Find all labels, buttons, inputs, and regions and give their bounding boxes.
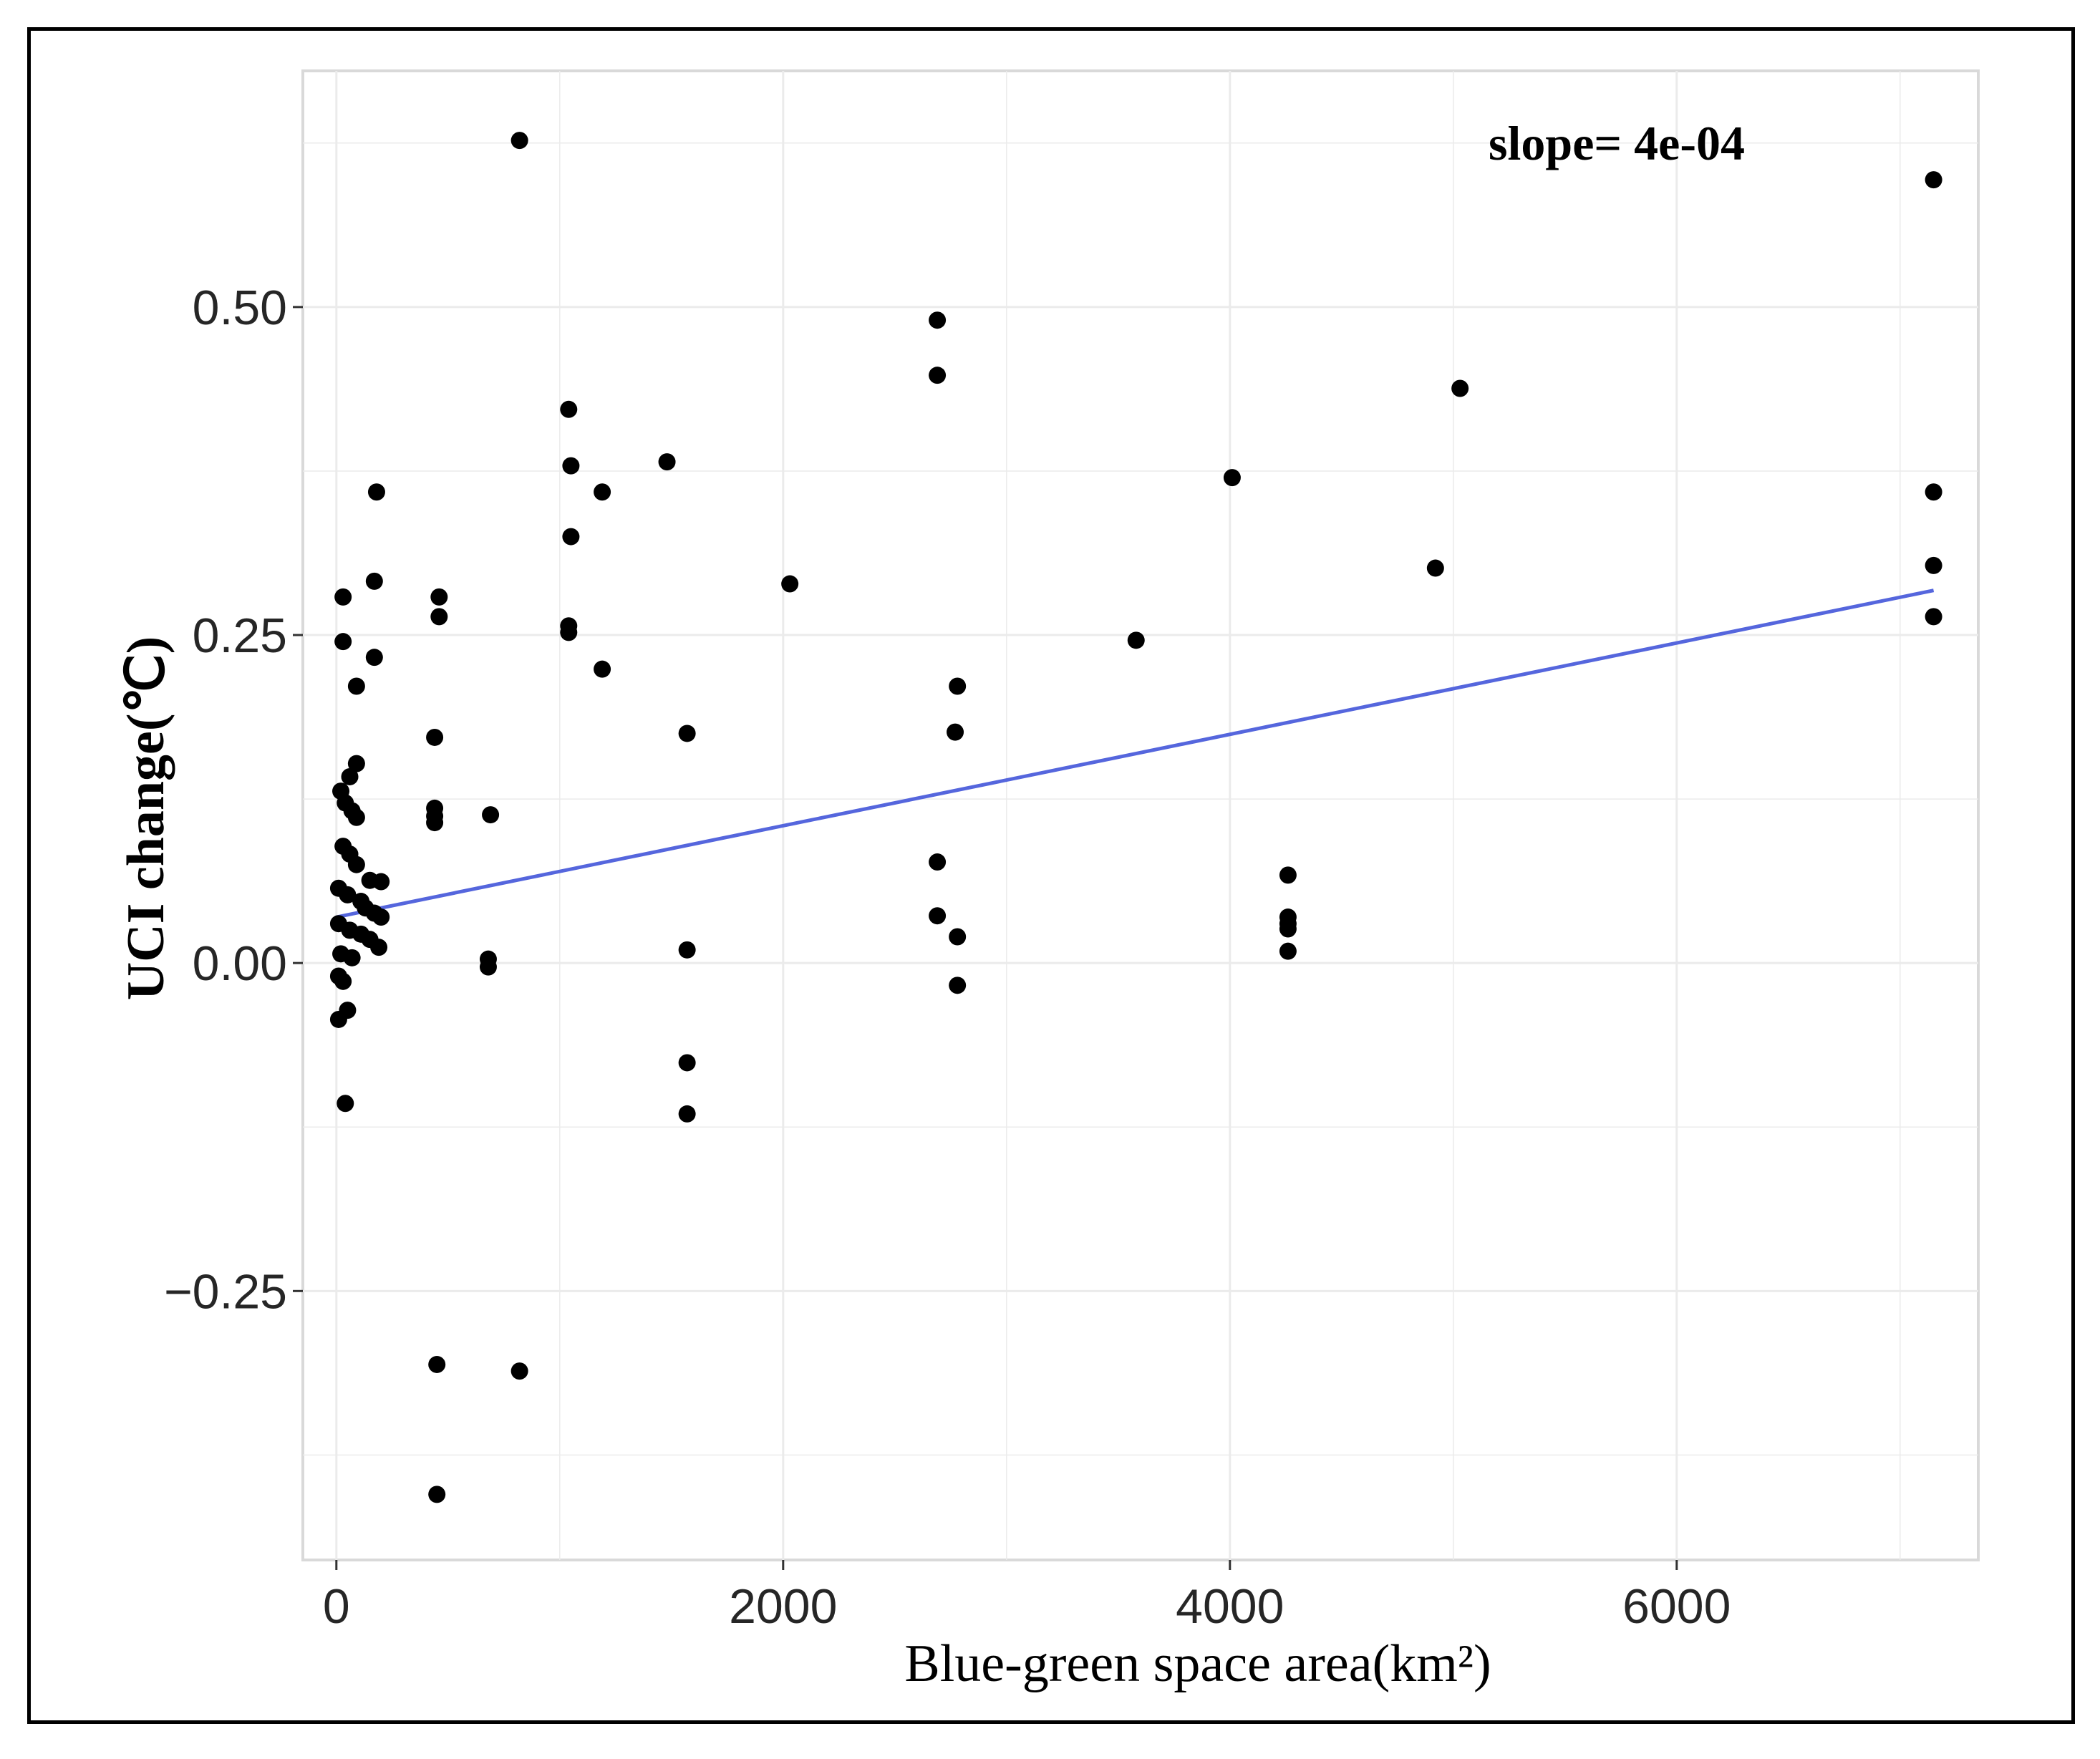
data-point xyxy=(1279,866,1297,884)
data-point xyxy=(339,886,357,903)
data-point xyxy=(678,725,696,742)
y-tick-label: 0.25 xyxy=(193,609,287,663)
data-point xyxy=(947,723,964,741)
data-point xyxy=(929,853,947,871)
data-points xyxy=(329,132,1942,1503)
axis-ticks: 0 2000 4000 6000 −0.25 0.00 0.25 0.50 xyxy=(164,281,1731,1634)
y-tick-label: 0.50 xyxy=(193,281,287,335)
data-point xyxy=(365,572,383,590)
data-point xyxy=(929,367,947,384)
data-point xyxy=(347,856,365,873)
data-point xyxy=(334,972,352,990)
data-point xyxy=(334,633,352,651)
data-point xyxy=(341,767,359,785)
slope-annotation: slope= 4e-04 xyxy=(1489,116,1745,170)
data-point xyxy=(560,624,578,641)
x-tick-label: 2000 xyxy=(729,1579,837,1634)
y-axis-title: UCI change(℃) xyxy=(117,636,175,1001)
data-point xyxy=(949,977,967,994)
data-point xyxy=(367,483,385,501)
data-point xyxy=(929,311,947,329)
y-tick-label: −0.25 xyxy=(164,1264,287,1319)
data-point xyxy=(658,453,676,471)
data-point xyxy=(678,1054,696,1072)
data-point xyxy=(1426,559,1444,577)
data-point xyxy=(781,575,799,593)
data-point xyxy=(343,949,361,966)
fit-line xyxy=(336,588,1935,919)
data-point xyxy=(430,608,448,626)
data-point xyxy=(347,677,365,695)
data-point xyxy=(678,941,696,959)
data-point xyxy=(1925,608,1942,626)
data-point xyxy=(1223,469,1241,487)
data-point xyxy=(1925,171,1942,189)
data-point xyxy=(428,1486,446,1503)
data-point xyxy=(1925,483,1942,501)
data-point xyxy=(594,660,611,678)
data-point xyxy=(929,907,947,925)
data-point xyxy=(426,814,444,832)
data-point xyxy=(426,728,444,746)
data-point xyxy=(1127,631,1145,649)
data-point xyxy=(482,806,500,824)
x-tick-label: 4000 xyxy=(1176,1579,1284,1634)
data-point xyxy=(337,1095,354,1113)
data-point xyxy=(430,588,448,606)
data-point xyxy=(511,1362,528,1380)
data-point xyxy=(372,873,390,891)
scatter-chart: 0 2000 4000 6000 −0.25 0.00 0.25 0.50 slope= 4e… xyxy=(117,69,1980,1693)
data-point xyxy=(347,808,365,826)
data-point xyxy=(372,908,390,926)
y-tick-label: 0.00 xyxy=(193,936,287,991)
data-point xyxy=(678,1105,696,1123)
data-point xyxy=(511,132,528,150)
data-point xyxy=(562,528,580,546)
data-point xyxy=(1451,379,1469,397)
data-point xyxy=(479,958,497,976)
data-point xyxy=(365,649,383,667)
data-point xyxy=(334,588,352,606)
x-axis-title: Blue-green space area(km²) xyxy=(904,1634,1491,1693)
figure-frame: 0 2000 4000 6000 −0.25 0.00 0.25 0.50 slope= 4e… xyxy=(27,27,2075,1724)
data-point xyxy=(562,457,580,475)
fit-line-group xyxy=(336,588,1935,919)
data-point xyxy=(949,928,967,946)
data-point xyxy=(594,483,611,501)
plot-background xyxy=(301,69,1980,1561)
x-tick-label: 0 xyxy=(323,1579,350,1634)
data-point xyxy=(1925,556,1942,574)
data-point xyxy=(370,939,388,956)
data-point xyxy=(1279,942,1297,960)
data-point xyxy=(329,1010,347,1028)
x-tick-label: 6000 xyxy=(1622,1579,1731,1634)
data-point xyxy=(347,755,365,772)
data-point xyxy=(560,400,578,418)
data-point xyxy=(428,1355,446,1373)
data-point xyxy=(949,677,967,695)
data-point xyxy=(1279,920,1297,938)
